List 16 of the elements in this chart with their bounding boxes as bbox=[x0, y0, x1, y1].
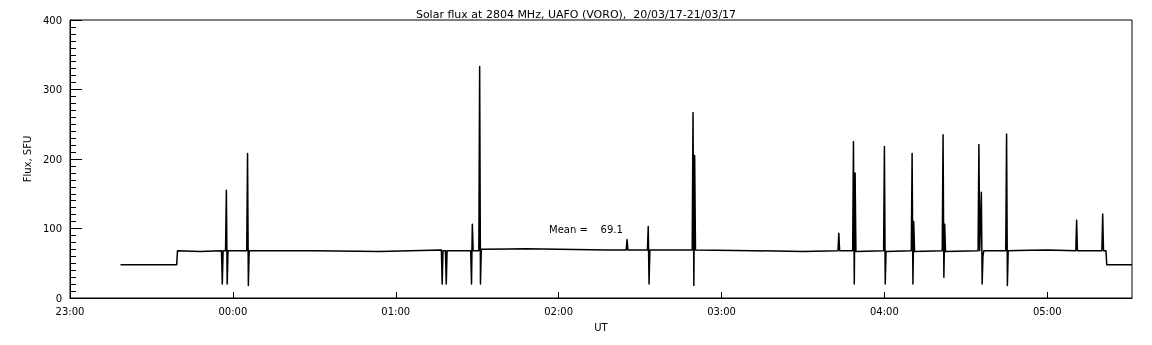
y-axis-title: Flux, SFU bbox=[21, 135, 33, 183]
x-tick-label: 23:00 bbox=[55, 305, 85, 317]
y-tick-label: 100 bbox=[42, 223, 62, 234]
x-axis-title: UT bbox=[594, 321, 609, 333]
chart-title: Solar flux at 2804 MHz, UAFO (VORO), 20/03/17-21/03/17 bbox=[415, 8, 737, 21]
y-tick-label: 400 bbox=[42, 14, 62, 26]
x-tick-label: 05:00 bbox=[1032, 305, 1062, 317]
y-tick-label: 200 bbox=[42, 153, 62, 165]
x-tick-label: 03:00 bbox=[707, 305, 736, 317]
x-tick-label: 01:00 bbox=[381, 305, 411, 317]
x-tick-label: 00:00 bbox=[218, 305, 248, 317]
x-tick-label: 02:00 bbox=[544, 305, 574, 317]
y-tick-label: 0 bbox=[55, 292, 62, 304]
annotation: Mean = 69.1 bbox=[549, 223, 623, 235]
x-tick-label: 04:00 bbox=[870, 305, 899, 317]
y-tick-label: 300 bbox=[42, 84, 62, 95]
